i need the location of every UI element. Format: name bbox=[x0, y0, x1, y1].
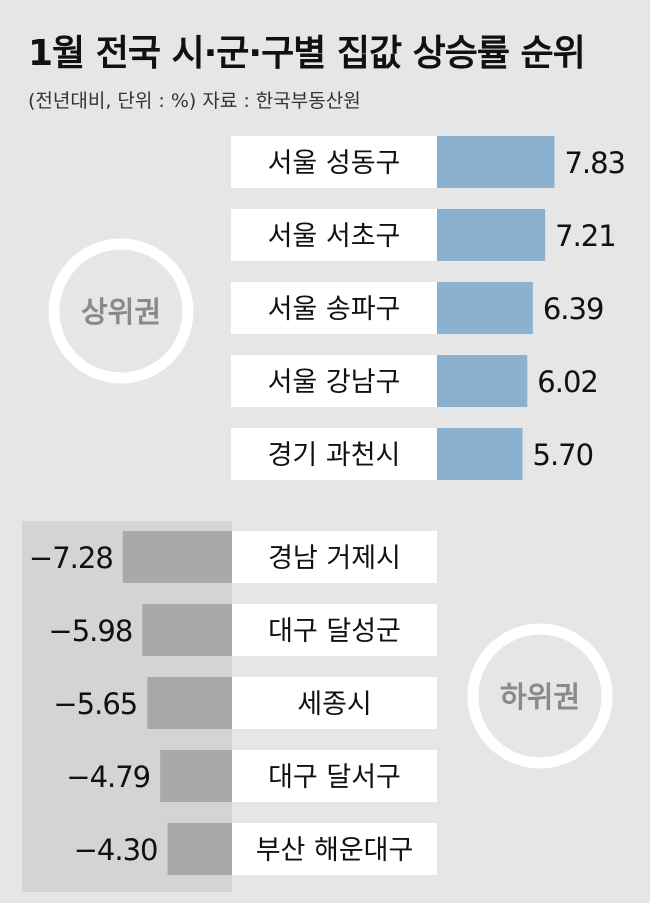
category-label-box bbox=[231, 355, 437, 407]
bar-negative bbox=[167, 823, 232, 875]
category-label: 경남 거제시 bbox=[268, 543, 401, 574]
value-label: 6.02 bbox=[537, 365, 598, 399]
bar-negative bbox=[122, 531, 232, 583]
category-label-box bbox=[231, 428, 437, 480]
upper-group-badge-ring bbox=[48, 238, 194, 384]
category-label: 부산 해운대구 bbox=[256, 835, 414, 866]
value-label: 7.83 bbox=[564, 146, 625, 180]
bar-negative bbox=[142, 604, 232, 656]
category-label-box bbox=[231, 209, 437, 261]
category-label-box bbox=[232, 750, 437, 802]
category-label: 세종시 bbox=[297, 689, 372, 720]
bar-positive bbox=[437, 209, 546, 261]
category-label: 서울 서초구 bbox=[268, 221, 401, 252]
bar-negative bbox=[160, 750, 232, 802]
category-label: 경기 과천시 bbox=[268, 440, 401, 471]
category-label-box bbox=[232, 604, 437, 656]
category-label: 대구 달서구 bbox=[268, 762, 401, 793]
value-label: −5.65 bbox=[53, 687, 137, 721]
chart-subtitle: (전년대비, 단위 : %) 자료 : 한국부동산원 bbox=[28, 90, 361, 112]
value-label: −5.98 bbox=[48, 614, 132, 648]
category-label: 서울 송파구 bbox=[268, 294, 401, 325]
category-label: 서울 강남구 bbox=[268, 367, 401, 398]
category-label-box bbox=[231, 136, 437, 188]
value-label: −7.28 bbox=[29, 541, 113, 575]
value-label: 5.70 bbox=[533, 438, 594, 472]
bar-positive bbox=[437, 282, 533, 334]
lower-group-badge-ring bbox=[467, 623, 613, 769]
category-label: 대구 달성군 bbox=[268, 616, 401, 647]
value-label: 7.21 bbox=[555, 219, 616, 253]
category-label-box bbox=[232, 531, 437, 583]
category-label: 서울 성동구 bbox=[268, 148, 401, 179]
bar-positive bbox=[437, 136, 555, 188]
category-label-box bbox=[231, 282, 437, 334]
value-label: −4.30 bbox=[74, 833, 158, 867]
upper-group-badge-label: 상위권 bbox=[81, 295, 161, 329]
value-label: 6.39 bbox=[543, 292, 604, 326]
category-label-box bbox=[232, 823, 437, 875]
bar-positive bbox=[437, 428, 523, 480]
category-label-box bbox=[232, 677, 437, 729]
bar-positive bbox=[437, 355, 528, 407]
chart-title: 1월 전국 시·군·구별 집값 상승률 순위 bbox=[28, 33, 586, 74]
bar-negative bbox=[147, 677, 232, 729]
value-label: −4.79 bbox=[66, 760, 150, 794]
lower-group-badge-label: 하위권 bbox=[500, 680, 580, 714]
